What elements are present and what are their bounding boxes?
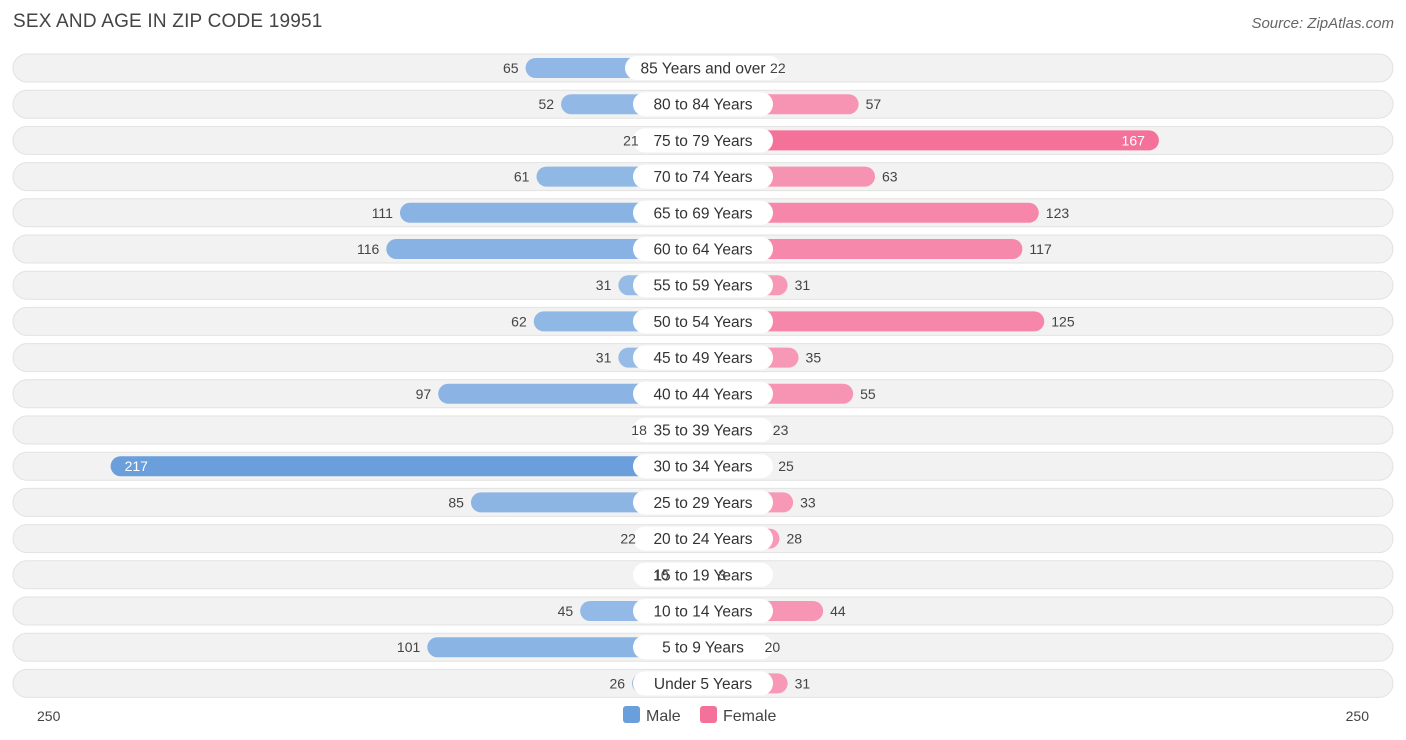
- category-label: 80 to 84 Years: [653, 97, 752, 114]
- value-label-male: 45: [558, 603, 574, 619]
- value-label-female: 31: [795, 675, 811, 691]
- category-label: 5 to 9 Years: [662, 640, 744, 657]
- bar-male: [399, 202, 703, 223]
- value-label-female: 20: [765, 639, 781, 655]
- category-label-bg: [633, 273, 773, 298]
- category-label: 60 to 64 Years: [653, 242, 752, 259]
- category-label: 40 to 44 Years: [653, 386, 752, 403]
- category-label: 45 to 49 Years: [653, 350, 752, 367]
- category-label-bg: [633, 237, 773, 261]
- value-label-female: 167: [1122, 132, 1146, 148]
- chart-source: Source: ZipAtlas.com: [1251, 15, 1394, 32]
- category-label-bg: [633, 92, 773, 117]
- value-label-female: 123: [1046, 205, 1070, 221]
- value-label-female: 44: [830, 603, 846, 619]
- value-label-female: 31: [795, 277, 811, 293]
- category-label: 75 to 79 Years: [653, 133, 752, 150]
- category-label-bg: [633, 128, 773, 153]
- category-label-bg: [633, 345, 773, 370]
- value-label-male: 111: [372, 205, 393, 221]
- axis-label-right: 250: [1346, 708, 1370, 724]
- value-label-female: 63: [882, 169, 898, 185]
- value-label-female: 33: [800, 494, 816, 510]
- category-label: 30 to 34 Years: [653, 459, 752, 476]
- value-label-male: 97: [416, 386, 432, 402]
- value-label-male: 217: [125, 458, 149, 474]
- chart-title: SEX AND AGE IN ZIP CODE 19951: [13, 11, 323, 32]
- value-label-female: 57: [866, 96, 882, 112]
- category-label: 65 to 69 Years: [653, 205, 752, 222]
- value-label-female: 35: [806, 350, 822, 366]
- value-label-male: 21: [623, 132, 639, 148]
- value-label-female: 55: [860, 386, 876, 402]
- legend-label-female: Female: [723, 708, 776, 725]
- category-label-bg: [633, 562, 773, 587]
- axis-label-left: 250: [37, 708, 61, 724]
- value-label-female: 117: [1029, 241, 1052, 257]
- legend-swatch-female: [700, 706, 717, 723]
- value-label-male: 31: [596, 350, 612, 366]
- category-label: 70 to 74 Years: [653, 169, 752, 186]
- value-label-female: 25: [778, 458, 794, 474]
- category-label: 55 to 59 Years: [653, 278, 752, 295]
- category-label-bg: [633, 164, 773, 189]
- category-label-bg: [633, 490, 773, 515]
- value-label-male: 62: [511, 313, 527, 329]
- bar-female: [703, 202, 1039, 223]
- value-label-male: 26: [609, 675, 625, 691]
- bar-female: [703, 130, 1159, 151]
- category-label-bg: [633, 599, 773, 623]
- bar-female: [703, 311, 1045, 332]
- category-label-bg: [633, 635, 773, 660]
- value-label-male: 85: [448, 494, 464, 510]
- legend-label-male: Male: [646, 708, 681, 725]
- value-label-male: 18: [631, 422, 647, 438]
- value-label-female: 28: [786, 531, 802, 547]
- category-label: 15 to 19 Years: [653, 567, 752, 584]
- category-label-bg: [633, 381, 773, 406]
- bar-male: [386, 239, 703, 259]
- value-label-male: 52: [538, 96, 554, 112]
- category-label-bg: [633, 200, 773, 225]
- value-label-male: 10: [653, 567, 669, 583]
- bar-male: [110, 456, 704, 477]
- value-label-female: 3: [718, 567, 726, 583]
- value-label-female: 23: [773, 422, 789, 438]
- value-label-male: 65: [503, 60, 519, 76]
- value-label-male: 31: [596, 277, 612, 293]
- category-label: 20 to 24 Years: [653, 531, 752, 548]
- category-label: 35 to 39 Years: [653, 423, 752, 440]
- value-label-male: 61: [514, 169, 530, 185]
- category-label: Under 5 Years: [654, 676, 752, 693]
- category-label: 25 to 29 Years: [653, 495, 752, 512]
- legend-swatch-male: [623, 706, 640, 723]
- value-label-male: 101: [397, 639, 421, 655]
- value-label-male: 22: [620, 531, 636, 547]
- category-label-bg: [625, 56, 781, 80]
- bar-male: [427, 637, 703, 658]
- category-label: 10 to 14 Years: [653, 604, 752, 621]
- value-label-male: 116: [357, 241, 380, 257]
- category-label-bg: [633, 454, 773, 479]
- value-label-female: 125: [1051, 313, 1075, 329]
- bar-female: [703, 239, 1023, 259]
- category-label-bg: [633, 309, 773, 334]
- category-label-bg: [633, 526, 773, 551]
- category-label-bg: [633, 671, 773, 696]
- category-label: 85 Years and over: [641, 61, 766, 78]
- category-label: 50 to 54 Years: [653, 314, 752, 331]
- category-label-bg: [633, 418, 773, 442]
- value-label-female: 22: [770, 60, 786, 76]
